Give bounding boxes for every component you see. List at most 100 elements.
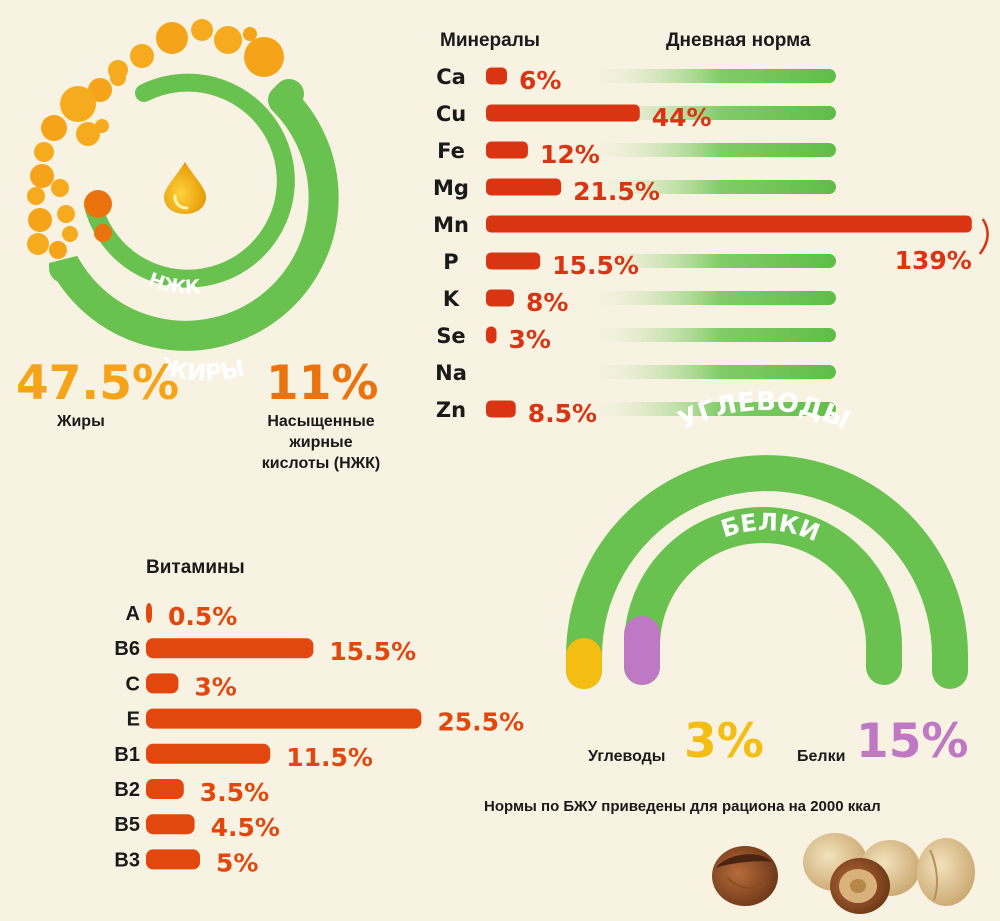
vitamin-category-label: C xyxy=(126,673,140,695)
daily-norm-reference-bar xyxy=(580,143,836,157)
fat-bubbles-decoration xyxy=(27,19,284,259)
fat-bubble xyxy=(156,22,188,54)
daily-norm-reference-bar xyxy=(580,365,836,379)
carbs-label: Углеводы xyxy=(588,748,666,765)
mineral-value-label: 21.5% xyxy=(573,177,660,206)
mineral-value-label: 3% xyxy=(508,325,550,354)
mineral-category-label: P xyxy=(443,250,458,274)
vitamin-value-label: 25.5% xyxy=(437,708,524,737)
mineral-value-label: 44% xyxy=(652,103,712,132)
sfa-orange-bubbles xyxy=(84,190,112,242)
vitamins-title: Витамины xyxy=(146,557,245,578)
mineral-category-label: Fe xyxy=(437,139,465,163)
mineral-value-label: 8.5% xyxy=(528,399,597,428)
vitamin-bar xyxy=(146,814,195,835)
fats-label: Жиры xyxy=(57,413,105,430)
vitamin-value-label: 11.5% xyxy=(286,743,373,772)
protein-label: Белки xyxy=(797,748,846,765)
mineral-bar xyxy=(486,252,541,270)
vitamin-bar xyxy=(146,638,314,659)
mineral-value-label: 6% xyxy=(519,66,561,95)
vitamin-value-label: 0.5% xyxy=(168,602,237,631)
hazelnuts-illustration xyxy=(712,833,975,914)
fat-bubble xyxy=(95,119,109,133)
daily-norm-reference-bar xyxy=(580,180,836,194)
mineral-value-label: 12% xyxy=(540,140,600,169)
vitamin-bar xyxy=(146,779,184,799)
daily-norm-reference-bar xyxy=(580,402,836,416)
mineral-bar xyxy=(486,141,528,159)
vitamin-category-label: B6 xyxy=(114,638,140,660)
fat-bubble xyxy=(191,19,213,41)
fat-bubble xyxy=(57,205,75,223)
macros-gauge-chart: УГЛЕВОДЫ БЕЛКИ xyxy=(566,387,968,689)
vitamin-bar xyxy=(146,673,179,694)
vitamin-category-label: B2 xyxy=(114,779,140,801)
mineral-category-label: Mg xyxy=(433,176,469,200)
sfa-percent-value: 11% xyxy=(266,356,379,411)
fats-ring-chart: ЖИРЫ НЖК xyxy=(27,19,339,387)
mineral-category-label: Mn xyxy=(433,213,469,237)
protein-inner-arc xyxy=(624,507,902,685)
fats-percent-value: 47.5% xyxy=(16,356,180,411)
daily-norm-reference-bar xyxy=(580,69,836,83)
daily-norm-reference-bar xyxy=(580,328,836,342)
daily-norm-reference-bar xyxy=(580,254,836,268)
vitamin-bar xyxy=(146,743,271,764)
vitamin-value-label: 5% xyxy=(216,848,258,877)
mineral-category-label: Ca xyxy=(436,65,466,89)
fat-bubble xyxy=(51,179,69,197)
fat-bubble xyxy=(28,208,52,232)
fat-bubble xyxy=(27,187,45,205)
vitamin-category-label: B5 xyxy=(114,814,140,836)
vitamin-value-label: 3.5% xyxy=(200,778,269,807)
macros-note: Нормы по БЖУ приведены для рациона на 20… xyxy=(484,798,881,815)
minerals-title: Минералы xyxy=(440,30,541,51)
overflow-bracket xyxy=(978,218,989,255)
daily-norm-reference-bar xyxy=(580,291,836,305)
oil-drop-icon xyxy=(164,162,206,214)
fat-bubble xyxy=(34,142,54,162)
fat-bubble xyxy=(243,27,257,41)
mineral-value-label: 8% xyxy=(526,288,568,317)
vitamin-bar xyxy=(146,849,200,870)
fat-bubble xyxy=(110,70,126,86)
daily-norm-title: Дневная норма xyxy=(666,30,811,51)
mineral-bar xyxy=(486,104,640,122)
protein-percent-value: 15% xyxy=(856,714,969,769)
vitamin-bar xyxy=(146,603,152,623)
daily-norm-reference-bar xyxy=(580,106,836,120)
fat-bubble xyxy=(130,44,154,68)
carbs-arc-label: УГЛЕВОДЫ xyxy=(674,387,855,436)
mineral-category-label: Na xyxy=(435,361,467,385)
sfa-label-line-2: жирные xyxy=(289,434,353,451)
sfa-label: Насыщенные жирные кислоты (НЖК) xyxy=(236,411,406,474)
fat-bubble xyxy=(27,233,49,255)
vitamin-value-label: 15.5% xyxy=(329,637,416,666)
fat-bubble xyxy=(41,115,67,141)
mineral-category-label: K xyxy=(443,287,460,311)
vitamin-value-label: 3% xyxy=(194,672,236,701)
fat-bubble xyxy=(62,226,78,242)
carbs-percent-value: 3% xyxy=(684,714,764,769)
fat-bubble xyxy=(76,122,100,146)
mineral-bar xyxy=(486,326,497,344)
mineral-value-label: 15.5% xyxy=(552,251,639,280)
mineral-category-label: Se xyxy=(436,324,465,348)
vitamin-category-label: B3 xyxy=(114,849,140,871)
fats-outer-arc xyxy=(49,79,339,351)
hazelnut-icon xyxy=(803,833,920,914)
fat-bubble xyxy=(49,241,67,259)
mineral-bar xyxy=(486,178,562,196)
vitamins-chart: A 0.5% B6 15.5% C 3% E 25.5% B1 11.5% B2 3.5% B5 4.5%… xyxy=(114,602,524,877)
carbs-outer-arc xyxy=(566,455,968,689)
fat-bubble xyxy=(30,164,54,188)
minerals-chart: Ca 6% Cu 44% Fe 12% Mg 21.5% Mn 139% P 15.5% K 8% Se 3%… xyxy=(433,65,989,428)
fat-bubble xyxy=(214,26,242,54)
mineral-bar xyxy=(486,215,972,233)
hazelnut-icon xyxy=(712,846,778,906)
sfa-label-line-1: Насыщенные xyxy=(267,413,375,430)
vitamin-value-label: 4.5% xyxy=(211,813,280,842)
vitamin-category-label: A xyxy=(126,603,140,625)
